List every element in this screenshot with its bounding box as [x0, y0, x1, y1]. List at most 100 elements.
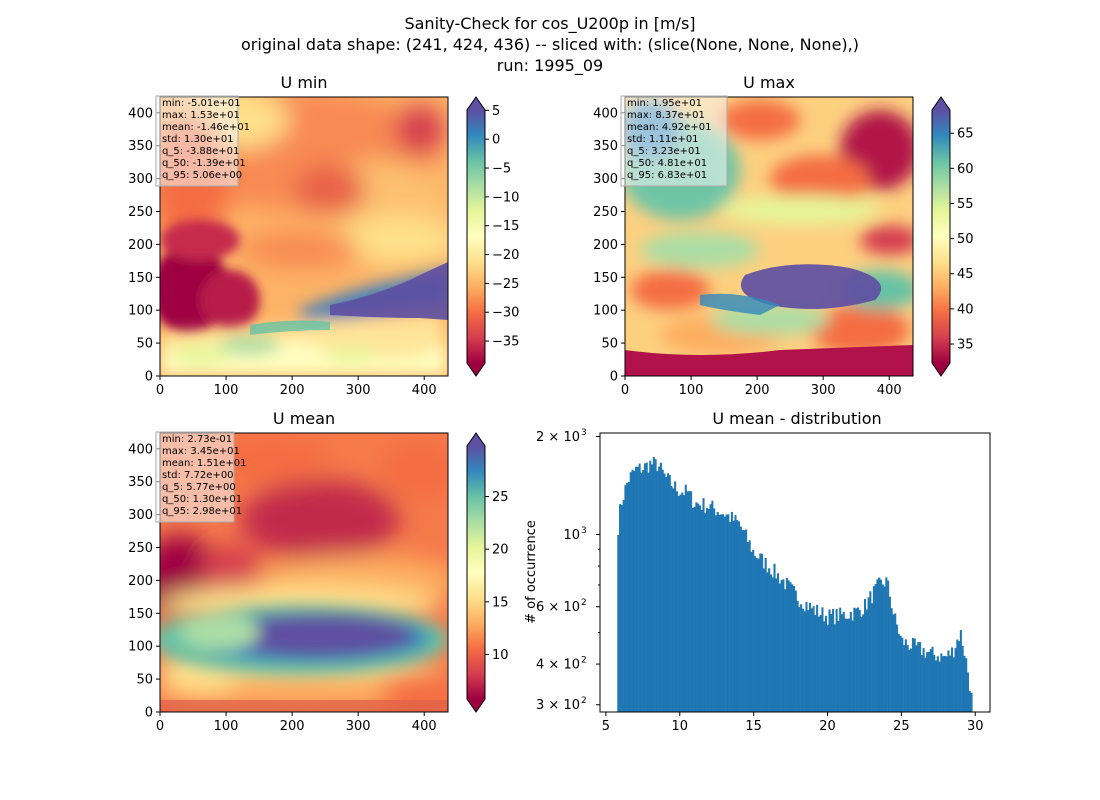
histogram-bar: [768, 568, 771, 712]
histogram-bar: [793, 586, 796, 712]
panel-histogram: U mean - distribution 5 10 15 20 25 303 × 10 2…: [524, 409, 991, 734]
y-tick-label: 0: [610, 370, 618, 385]
histogram-bar: [952, 657, 955, 712]
histogram-bar: [966, 672, 970, 712]
x-tick-label: 400: [412, 719, 437, 734]
histogram-bar: [956, 639, 959, 712]
stat-line: q_5: -3.88e+01: [162, 146, 239, 157]
histogram-bar: [949, 655, 952, 712]
x-tick-label: 200: [280, 383, 305, 398]
colorbar-tick-label: −5: [492, 162, 511, 177]
histogram-bar: [769, 574, 773, 712]
y-tick-label: 300: [128, 508, 153, 523]
histogram-bar: [968, 691, 971, 712]
histogram-bar: [835, 609, 838, 712]
y-tick-label: 50: [601, 337, 618, 352]
histogram-bar: [661, 469, 664, 712]
histogram-bar: [911, 637, 914, 712]
y-tick-label: 6 × 10: [536, 600, 580, 615]
colorbar-umean: 10 15 20 25: [466, 432, 509, 713]
y-tick-label: 100: [128, 640, 153, 655]
y-tick-exponent: 3: [581, 526, 587, 536]
colorbar-tick-label: 20: [492, 543, 509, 558]
histogram-bar: [748, 540, 751, 712]
histogram-bar: [629, 472, 632, 712]
histogram-bar: [805, 602, 808, 712]
histogram-bar: [936, 656, 939, 712]
colorbar-tick-label: −35: [492, 335, 519, 350]
y-axis-label: # of occurrence: [524, 520, 539, 624]
y-tick-label: 150: [128, 607, 153, 622]
heatmap-image: [160, 97, 448, 376]
colorbar-tick-label: −20: [492, 248, 519, 263]
stat-line: min: 1.95e+01: [627, 98, 702, 109]
x-tick-label: 100: [679, 383, 704, 398]
x-tick-label: 100: [214, 383, 239, 398]
x-tick-label: 10: [671, 719, 688, 734]
histogram-bar: [739, 526, 742, 712]
stat-line: min: -5.01e+01: [162, 98, 241, 109]
histogram-bar: [718, 514, 721, 712]
histogram-bar: [830, 613, 833, 712]
colorbar-tick-label: 60: [957, 162, 974, 177]
colorbar-tick-label: −10: [492, 190, 519, 205]
x-tick-label: 0: [621, 383, 629, 398]
histogram-bar: [906, 645, 909, 712]
histogram-bar: [675, 491, 678, 712]
y-tick-label: 300: [593, 172, 618, 187]
colorbar-tick-label: 65: [957, 127, 974, 142]
y-tick-label: 10: [563, 528, 580, 543]
histogram-bar: [904, 639, 907, 712]
x-tick-label: 400: [877, 383, 902, 398]
y-tick-label: 300: [128, 172, 153, 187]
x-tick-label: 0: [156, 719, 164, 734]
histogram-bar: [727, 514, 730, 712]
histogram-bars: [617, 457, 973, 712]
stats-box: min: 1.95e+01 max: 8.37e+01 mean: 4.92e+…: [620, 95, 728, 187]
y-tick-label: 0: [145, 370, 153, 385]
stat-line: q_5: 5.77e+00: [162, 482, 236, 493]
histogram-bar: [704, 513, 707, 712]
histogram-bar: [933, 654, 936, 712]
colorbar-tick-label: 50: [957, 232, 974, 247]
histogram-bar: [711, 500, 714, 712]
stat-line: std: 1.11e+01: [627, 134, 699, 145]
histogram-bar: [826, 625, 829, 712]
histogram-bar: [869, 591, 872, 712]
histogram-bar: [617, 535, 620, 712]
histogram-bar: [929, 649, 932, 712]
histogram-bar: [682, 495, 686, 712]
y-tick-label: 400: [593, 106, 618, 121]
histogram-bar: [642, 470, 645, 712]
histogram-bar: [844, 618, 847, 712]
histogram-bar: [837, 620, 840, 712]
x-tick-label: 300: [811, 383, 836, 398]
x-tick-label: 300: [346, 719, 371, 734]
histogram-bar: [713, 508, 716, 712]
histogram-bar: [784, 589, 787, 712]
histogram-bar: [895, 624, 899, 712]
stat-line: max: 1.53e+01: [162, 110, 240, 121]
histogram-bar: [732, 520, 735, 712]
histogram-bar: [771, 577, 774, 712]
histogram-bar: [709, 504, 712, 712]
histogram-bar: [801, 608, 804, 712]
histogram-bar: [761, 553, 764, 712]
panel-title: U mean - distribution: [712, 409, 881, 428]
histogram-bar: [624, 485, 627, 712]
y-tick-label: 200: [128, 574, 153, 589]
histogram-bar: [819, 615, 822, 712]
suptitle-line-3: run: 1995_09: [497, 56, 603, 76]
histogram-bar: [927, 651, 930, 712]
stat-line: q_95: 2.98e+01: [162, 506, 242, 517]
histogram-bar: [736, 520, 739, 712]
panel-umean: U mean: [128, 409, 449, 734]
colorbar-tick-label: 35: [957, 338, 974, 353]
histogram-bar: [645, 462, 648, 712]
histogram-bar: [917, 642, 920, 712]
histogram-bar: [619, 504, 622, 712]
histogram-bar: [892, 614, 895, 712]
histogram-bar: [864, 599, 867, 712]
histogram-bar: [883, 586, 886, 712]
histogram-bar: [679, 494, 682, 712]
